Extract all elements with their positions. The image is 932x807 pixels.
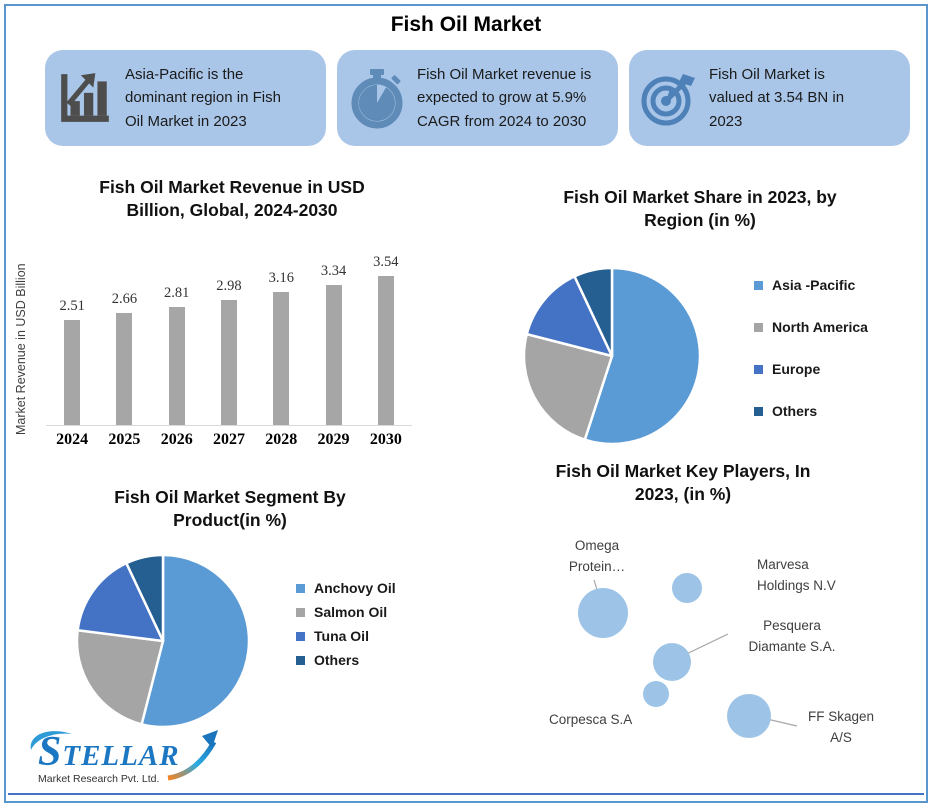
legend-marker [296, 631, 305, 641]
legend-marker [754, 406, 763, 416]
region-pie-legend: Asia -Pacific North America Europe Others [754, 277, 868, 445]
target-dart-icon [629, 68, 709, 128]
bar-value-label: 2.81 [164, 284, 190, 301]
legend-label: Asia -Pacific [772, 277, 856, 293]
region-pie-title: Fish Oil Market Share in 2023, by Region… [563, 187, 837, 231]
legend-label: North America [772, 319, 868, 335]
legend-marker [296, 607, 305, 617]
region-pie-chart [522, 266, 702, 446]
bubble-label-pesquera-diamante-s-a: Pesquera Diamante S.A. [748, 618, 836, 654]
bar-value-label: 2.66 [111, 291, 138, 308]
legend-item-others: Others [296, 652, 396, 668]
pie-slice-anchovy-oil [140, 553, 251, 729]
highlight-text: Asia-Pacific is the dominant region in F… [125, 66, 281, 130]
legend-marker [754, 364, 763, 374]
x-axis-tick-label: 2024 [56, 431, 89, 448]
pie-slice-salmon-oil [75, 628, 165, 726]
x-axis-tick-label: 2027 [212, 431, 245, 448]
highlight-text: Fish Oil Market is valued at 3.54 BN in … [709, 66, 845, 130]
legend-label: Salmon Oil [314, 604, 388, 620]
bubble-marvesa-holdings-n-v [672, 573, 702, 603]
bar-2030: 3.54 [373, 254, 399, 425]
x-axis-tick-label: 2029 [317, 431, 350, 448]
pie-slice-others [573, 266, 614, 358]
bubble-pesquera-diamante-s-a [653, 643, 691, 681]
bar-value-label: 3.16 [268, 270, 294, 287]
bar-value-label: 2.51 [59, 297, 85, 314]
bubble-label-omega-protein: Omega Protein… [568, 538, 626, 574]
bar-2024: 2.51 [59, 298, 85, 425]
product-pie-legend: Anchovy Oil Salmon Oil Tuna Oil Others [296, 580, 396, 676]
bar-chart-plot: 2.51 2.66 2.81 2.98 3.16 3.34 3.54 [46, 252, 412, 426]
legend-label: Europe [772, 361, 821, 377]
legend-label: Tuna Oil [314, 628, 369, 644]
x-axis-tick-label: 2030 [369, 431, 402, 448]
product-pie-chart [75, 553, 251, 729]
logo-brand-text: STELLAR [38, 729, 180, 775]
stopwatch-icon [337, 67, 417, 129]
legend-item-others: Others [754, 403, 868, 419]
legend-item-salmon-oil: Salmon Oil [296, 604, 396, 620]
legend-label: Others [314, 652, 360, 668]
bottom-rule [8, 793, 924, 795]
highlight-box-region: Asia-Pacific is the dominant region in F… [45, 50, 326, 146]
bar-value-label: 3.54 [373, 254, 399, 271]
bar-2025: 2.66 [112, 291, 137, 425]
bar-2029: 3.34 [321, 263, 346, 425]
bar-chart-growth-icon [45, 69, 125, 127]
legend-item-north-america: North America [754, 319, 868, 335]
x-axis-tick-label: 2025 [108, 431, 141, 448]
highlight-text: Fish Oil Market revenue is expected to g… [417, 66, 592, 130]
logo-tagline: Market Research Pvt. Ltd. [38, 773, 160, 785]
bar-2027: 2.98 [216, 278, 242, 425]
pie-slice-north-america [522, 332, 614, 441]
legend-marker [296, 655, 305, 665]
bar-value-label: 2.98 [216, 277, 242, 294]
x-axis-tick-label: 2028 [265, 431, 298, 448]
logo-arrow-icon [167, 730, 218, 781]
bar-value-label: 3.34 [320, 262, 347, 279]
pie-slice-europe [525, 275, 614, 358]
highlight-box-cagr: Fish Oil Market revenue is expected to g… [337, 50, 618, 146]
highlight-box-value: Fish Oil Market is valued at 3.54 BN in … [629, 50, 910, 146]
legend-label: Others [772, 403, 818, 419]
logo-swoosh-icon [30, 731, 72, 750]
bar-2028: 3.16 [269, 270, 294, 425]
legend-label: Anchovy Oil [314, 580, 396, 596]
legend-item-anchovy-oil: Anchovy Oil [296, 580, 396, 596]
page-title: Fish Oil Market [390, 13, 542, 36]
bubble-omega-protein [578, 588, 628, 638]
bar-2026: 2.81 [164, 285, 189, 425]
legend-marker [296, 583, 305, 593]
pie-slice-tuna-oil [76, 561, 165, 643]
legend-item-asia-pacific: Asia -Pacific [754, 277, 868, 293]
bar-chart: 2.51 2.66 2.81 2.98 3.16 3.34 3.54 2024 2025 202… [46, 252, 412, 449]
legend-item-europe: Europe [754, 361, 868, 377]
pie-slice-asia-pacific [583, 266, 702, 446]
bar-chart-categories: 2024 2025 2026 2027 2028 2029 2030 [46, 431, 412, 449]
product-pie-title: Fish Oil Market Segment By Product(in %) [114, 487, 346, 531]
stellar-logo: STELLAR Market Research Pvt. Ltd. [28, 726, 238, 790]
x-axis-tick-label: 2026 [160, 431, 193, 448]
bubble-label-ff-skagen-a-s: FF Skagen A/S [807, 709, 875, 745]
pie-slice-others [125, 553, 165, 643]
bar-chart-title: Fish Oil Market Revenue in USD Billion, … [99, 177, 365, 221]
bubble-label-corpesca-s-a: Corpesca S.A [549, 712, 633, 727]
key-players-title: Fish Oil Market Key Players, In 2023, (i… [555, 461, 811, 505]
legend-marker [754, 322, 763, 332]
bubble-ff-skagen-a-s [727, 694, 771, 738]
legend-item-tuna-oil: Tuna Oil [296, 628, 396, 644]
bubble-label-marvesa-holdings-n-v: Marvesa Holdings N.V [757, 557, 836, 593]
bubble-corpesca-s-a [643, 681, 669, 707]
legend-marker [754, 280, 763, 290]
